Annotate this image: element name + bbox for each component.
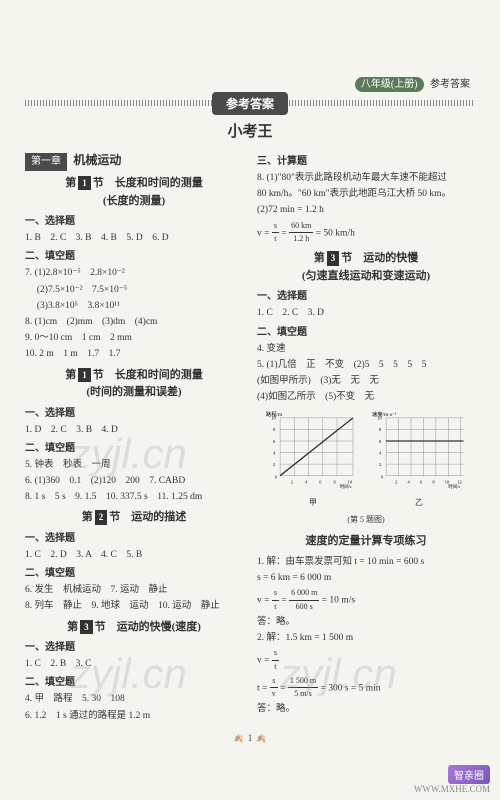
answer-line: 1. C 2. B 3. C — [25, 657, 243, 672]
answer-line: s = 6 km = 6 000 m — [257, 571, 475, 586]
section-1b-title: 第1节 长度和时间的测量 (时间的测量和误差) — [25, 367, 243, 402]
answer-line: 4. 甲 路程 5. 30 108 — [25, 692, 243, 707]
answer-line: 7. (1)2.8×10⁻⁵ 2.8×10⁻² — [25, 266, 243, 281]
answer-line: 4. 变速 — [257, 342, 475, 357]
answer-line: 答：略。 — [257, 615, 475, 630]
sub-choice: 一、选择题 — [25, 214, 243, 230]
answer-line: 1. D 2. C 3. B 4. D — [25, 423, 243, 438]
svg-text:8: 8 — [432, 480, 435, 485]
svg-text:8: 8 — [333, 480, 336, 485]
svg-text:6: 6 — [319, 480, 322, 485]
answer-line: 9. 0～10 cm 1 cm 2 mm — [25, 331, 243, 346]
chart2-ylabel: 速度/m·s⁻¹ — [372, 410, 397, 418]
section-3-title: 第3节 运动的快慢(速度) — [25, 619, 243, 637]
chart2-caption: 乙 — [369, 497, 469, 510]
header-grade: 八年级(上册) 参考答案 — [355, 75, 470, 90]
answer-line: 5. 钟表 秒表 一周 — [25, 458, 243, 473]
sub-calc: 三、计算题 — [257, 154, 475, 170]
svg-text:2: 2 — [379, 462, 381, 467]
answer-line: 8. 1 s 5 s 9. 1.5 10. 337.5 s 11. 1.25 d… — [25, 490, 243, 505]
left-column: 第一章 机械运动 第1节 长度和时间的测量 (长度的测量) 一、选择题 1. B… — [25, 151, 243, 725]
answer-line: 6. 发生 机械运动 7. 运动 静止 — [25, 583, 243, 598]
svg-text:10: 10 — [271, 416, 276, 421]
sub-fill: 二、填空题 — [25, 566, 243, 582]
section-1b-sub: (时间的测量和误差) — [25, 384, 243, 402]
chapter-badge: 第一章 — [25, 153, 67, 171]
answer-line: (2)72 min = 1.2 h — [257, 203, 475, 218]
title-rule: 参考答案 — [25, 100, 475, 106]
practice-title: 速度的定量计算专项练习 — [257, 533, 475, 551]
footer-url: WWW.MXHE.COM — [414, 784, 490, 794]
svg-text:0: 0 — [381, 475, 384, 480]
sub-fill: 二、填空题 — [25, 249, 243, 265]
answer-line: 2. 解：1.5 km = 1 500 m — [257, 631, 475, 646]
answer-line: 8. (1)cm (2)mm (3)dm (4)cm — [25, 315, 243, 330]
answer-line: (3)3.8×10⁵ 3.8×10¹¹ — [25, 299, 243, 314]
svg-text:4: 4 — [305, 480, 308, 485]
section-3b-title: 第3节 运动的快慢 (匀速直线运动和变速运动) — [257, 250, 475, 285]
section-1-title: 第1节 长度和时间的测量 (长度的测量) — [25, 175, 243, 210]
header-label: 参考答案 — [430, 79, 470, 90]
sub-choice: 一、选择题 — [257, 289, 475, 305]
equation-line: v = st = 60 km1.2 h = 50 km/h — [257, 220, 475, 247]
svg-text:4: 4 — [407, 480, 410, 485]
svg-text:时间/s: 时间/s — [448, 483, 460, 489]
svg-text:2: 2 — [291, 480, 293, 485]
svg-text:10: 10 — [377, 416, 382, 421]
answer-line: 6. 1.2 1 s 通过的路程是 1.2 m — [25, 709, 243, 724]
answer-line: 8. 列车 静止 9. 地球 运动 10. 运动 静止 — [25, 599, 243, 614]
equation-line: v = st — [257, 647, 475, 674]
answer-line: 8. (1)"80"表示此路段机动车最大车速不能超过 — [257, 171, 475, 186]
svg-text:6: 6 — [379, 439, 382, 444]
main-title: 参考答案 — [212, 92, 288, 115]
charts-row: 路程/m 024 6810 246 810 时间/s — [257, 409, 475, 510]
answer-line: 1. C 2. D 3. A 4. C 5. B — [25, 548, 243, 563]
section-3b-sub: (匀速直线运动和变速运动) — [257, 268, 475, 286]
answer-line: 1. 解：由车票发票可知 t = 10 min = 600 s — [257, 555, 475, 570]
svg-text:8: 8 — [379, 428, 382, 433]
svg-text:6: 6 — [273, 439, 276, 444]
answer-line: (如图甲所示) (3)无 无 无 — [257, 374, 475, 389]
sub-choice: 一、选择题 — [25, 531, 243, 547]
equation-line: t = sv = 1 500 m5 m/s = 300 s = 5 min — [257, 675, 475, 702]
page-number: 1 — [25, 733, 475, 743]
answer-line: 1. B 2. C 3. B 4. B 5. D 6. D — [25, 231, 243, 246]
answer-line: 1. C 2. C 3. D — [257, 306, 475, 321]
answer-line: (4)如图乙所示 (5)不变 无 — [257, 390, 475, 405]
chart-1: 路程/m 024 6810 246 810 时间/s — [263, 409, 363, 510]
chart-2: 速度/m·s⁻¹ 024 681012 246 — [369, 409, 469, 510]
chart1-caption: 甲 — [263, 497, 363, 510]
equation-line: v = st = 6 000 m600 s = 10 m/s — [257, 587, 475, 614]
answer-line: 80 km/h。"60 km"表示此地距乌江大桥 50 km。 — [257, 187, 475, 202]
right-column: 三、计算题 8. (1)"80"表示此路段机动车最大车速不能超过 80 km/h… — [257, 151, 475, 725]
svg-text:8: 8 — [273, 428, 276, 433]
sub-choice: 一、选择题 — [25, 406, 243, 422]
svg-text:2: 2 — [273, 462, 275, 467]
grade-badge: 八年级(上册) — [355, 77, 424, 92]
sub-choice: 一、选择题 — [25, 640, 243, 656]
svg-text:4: 4 — [273, 451, 276, 456]
sub-fill: 二、填空题 — [25, 441, 243, 457]
sub-fill: 二、填空题 — [257, 325, 475, 341]
answer-line: 5. (1)几倍 正 不变 (2)5 5 5 5 5 — [257, 358, 475, 373]
footer-badge: 智亲圈 — [448, 765, 490, 784]
answer-line: 答：略。 — [257, 702, 475, 717]
svg-text:0: 0 — [275, 475, 278, 480]
svg-text:2: 2 — [395, 480, 397, 485]
answer-line: 10. 2 m 1 m 1.7 1.7 — [25, 347, 243, 362]
section-2-title: 第2节 运动的描述 — [25, 509, 243, 527]
sub-fill: 二、填空题 — [25, 675, 243, 691]
answer-line: (2)7.5×10⁻² 7.5×10⁻⁵ — [25, 283, 243, 298]
svg-text:4: 4 — [379, 451, 382, 456]
section-1-sub: (长度的测量) — [25, 193, 243, 211]
charts-caption: (第 5 题图) — [257, 514, 475, 527]
svg-text:6: 6 — [420, 480, 423, 485]
answer-line: 6. (1)360 0.1 (2)120 200 7. CABD — [25, 474, 243, 489]
svg-text:时间/s: 时间/s — [340, 483, 352, 489]
chapter-title: 机械运动 — [73, 153, 121, 167]
footer-logo: 智亲圈 WWW.MXHE.COM — [414, 765, 490, 794]
subtitle: 小考王 — [25, 120, 475, 141]
